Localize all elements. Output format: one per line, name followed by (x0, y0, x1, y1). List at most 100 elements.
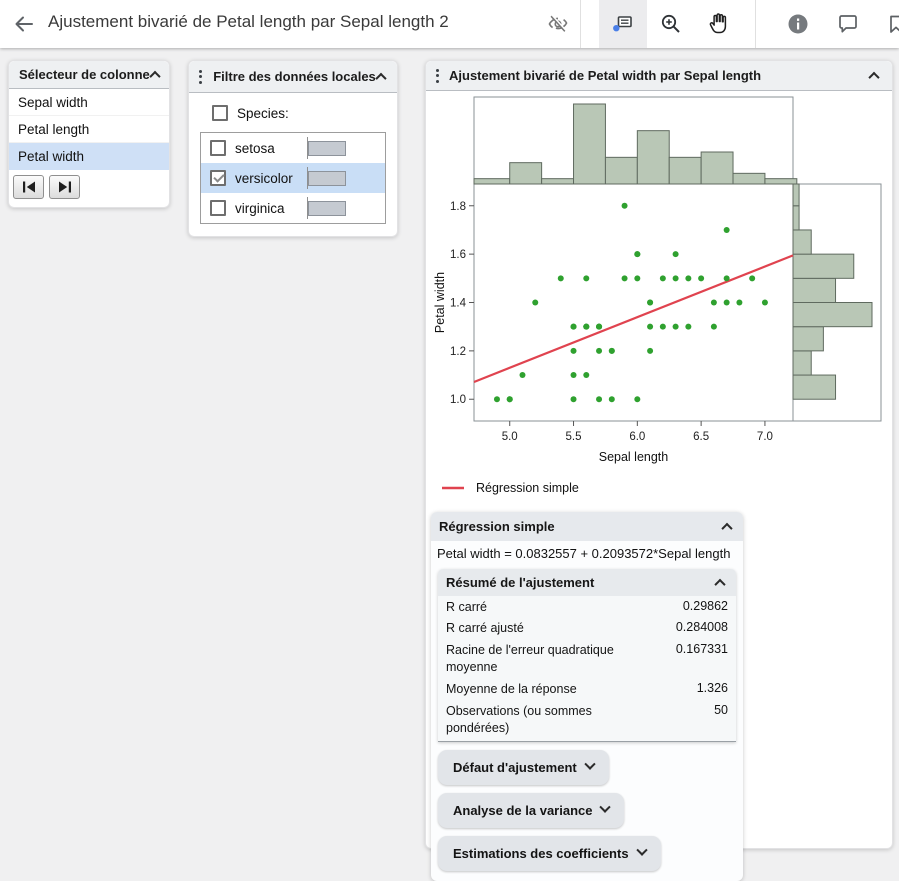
y-axis-label: Petal width (433, 272, 447, 333)
count-bar (308, 170, 346, 186)
collapsed-section-label: Défaut d'ajustement (453, 759, 577, 775)
data-point (698, 275, 705, 282)
fit-panel-header[interactable]: Régression simple (431, 512, 743, 541)
data-point (685, 275, 692, 282)
column-list: Sepal width Petal length Petal width (9, 89, 169, 170)
fit-summary-header[interactable]: Résumé de l'ajustement (438, 569, 736, 596)
regression-equation: Petal width = 0.0832557 + 0.2093572*Sepa… (437, 546, 731, 561)
summary-row: R carré 0.29862 (438, 596, 736, 618)
bivariate-scatter-plot[interactable]: 1.0 1.2 1.4 1.6 1.8 5.0 5.5 6.0 6.5 7.0 Sepal leng… (426, 91, 894, 506)
x-tick-label: 7.0 (757, 431, 773, 443)
x-histogram-bar (509, 162, 543, 185)
data-point (634, 251, 641, 258)
x-histogram-bar (668, 156, 702, 185)
fit-summary-table: R carré 0.29862 R carré ajusté 0.284008 Raci… (438, 596, 736, 742)
column-item[interactable]: Sepal width (9, 89, 169, 116)
summary-row: Racine de l'erreur quadratique moyenne 0.… (438, 640, 736, 679)
x-histogram-bar (473, 178, 511, 185)
data-point (736, 299, 743, 306)
chevron-up-icon[interactable] (375, 72, 387, 84)
column-item[interactable]: Petal width (9, 143, 169, 170)
zoom-in-tool-button[interactable] (647, 0, 695, 48)
x-tick-label: 5.5 (566, 431, 582, 443)
species-row-setosa[interactable]: setosa (201, 133, 385, 163)
data-point (570, 347, 577, 354)
data-point (570, 372, 577, 379)
skip-last-icon (58, 181, 71, 193)
setosa-checkbox[interactable] (210, 140, 226, 156)
collapsed-section-button[interactable]: Défaut d'ajustement (438, 749, 609, 785)
bivariate-report-panel: Ajustement bivarié de Petal width par Se… (425, 60, 894, 881)
chevron-up-icon[interactable] (149, 70, 161, 82)
species-listbox: setosa versicolor virginica (200, 132, 386, 224)
column-selector-header[interactable]: Sélecteur de colonne (9, 61, 169, 89)
data-point (583, 372, 590, 379)
menu-dots-icon[interactable] (189, 69, 212, 84)
species-label: setosa (235, 140, 275, 156)
annotation-tool-icon (613, 16, 632, 32)
first-column-button[interactable] (13, 175, 44, 199)
window-title: Ajustement bivarié de Petal length par S… (48, 12, 449, 31)
data-point (634, 275, 641, 282)
y-histogram-bar (792, 374, 837, 400)
x-histogram-bar (700, 151, 734, 185)
last-column-button[interactable] (49, 175, 80, 199)
data-point (659, 323, 666, 330)
stat-label: Racine de l'erreur quadratique moyenne (446, 643, 614, 675)
count-bar (308, 140, 346, 156)
column-item[interactable]: Petal length (9, 116, 169, 143)
scatter-frame (473, 183, 794, 422)
stat-value: 1.326 (696, 681, 728, 695)
species-row-virginica[interactable]: virginica (201, 193, 385, 223)
report-title: Ajustement bivarié de Petal width par Se… (449, 68, 762, 83)
comment-icon (839, 15, 857, 33)
menu-dots-icon[interactable] (426, 68, 449, 83)
back-arrow-icon[interactable] (12, 12, 36, 36)
comment-button[interactable] (824, 0, 872, 48)
column-selector-title: Sélecteur de colonne (19, 67, 150, 82)
chevron-up-icon[interactable] (721, 522, 733, 534)
collapsed-section-label: Estimations des coefficients (453, 845, 629, 861)
species-checkbox[interactable] (212, 105, 228, 121)
y-histogram-bar (792, 350, 812, 376)
fit-summary-title: Résumé de l'ajustement (446, 575, 595, 590)
y-histogram-bar (792, 326, 824, 352)
topbar: Ajustement bivarié de Petal length par S… (0, 0, 899, 48)
stat-label: Observations (ou sommes pondérées) (446, 703, 592, 735)
chevron-up-icon[interactable] (868, 71, 880, 83)
data-point (672, 323, 679, 330)
data-point (723, 299, 730, 306)
annotation-tool-button[interactable] (599, 0, 647, 48)
filter-header[interactable]: Filtre des données locales (189, 61, 397, 93)
toolbar-separator (580, 0, 581, 48)
collapsed-section-button[interactable]: Estimations des coefficients (438, 835, 661, 871)
collapsed-section-button[interactable]: Analyse de la variance (438, 792, 625, 828)
count-bar (308, 200, 346, 216)
chevron-up-icon[interactable] (714, 578, 726, 590)
virginica-checkbox[interactable] (210, 200, 226, 216)
y-tick-label: 1.6 (450, 249, 466, 261)
y-histogram-bar (792, 229, 812, 255)
data-point (583, 323, 590, 330)
data-point (672, 275, 679, 282)
versicolor-checkbox[interactable] (210, 170, 226, 186)
x-histogram-bar (732, 172, 766, 185)
x-histogram-bar (573, 103, 606, 185)
species-label: virginica (235, 200, 285, 216)
data-point (634, 396, 641, 403)
data-point (621, 202, 628, 209)
species-row-versicolor[interactable]: versicolor (201, 163, 385, 193)
report-header[interactable]: Ajustement bivarié de Petal width par Se… (426, 61, 892, 91)
y-histogram-bar (792, 302, 873, 328)
hand-icon (709, 13, 727, 34)
data-point (570, 396, 577, 403)
count-axis-tick (307, 137, 308, 159)
filter-body: Species: setosa versicolor virginica (189, 93, 397, 236)
stat-value: 50 (714, 702, 728, 717)
y-histogram-bar (792, 253, 855, 279)
info-button[interactable] (774, 0, 822, 48)
data-point (710, 323, 717, 330)
data-point (621, 275, 628, 282)
bookmark-button[interactable] (872, 0, 899, 48)
hand-tool-button[interactable] (695, 0, 743, 48)
